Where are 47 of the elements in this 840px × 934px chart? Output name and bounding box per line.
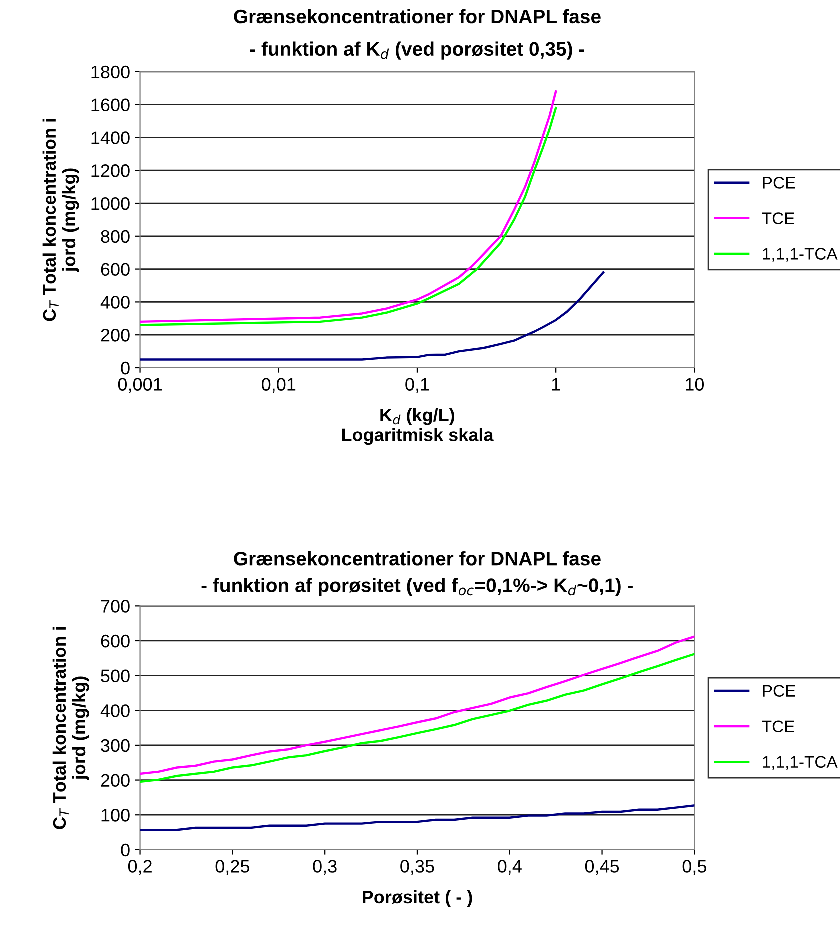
y-tick-label: 600 — [101, 634, 130, 648]
chart-subtitle: - funktion af porøsitet (ved f$_{oc}$=0,1%-> K$_{d}$~0,1) - — [202, 578, 633, 596]
x-tick-label: 0,5 — [682, 860, 706, 876]
x-tick-label: 0,45 — [585, 860, 620, 876]
legend-label: 1,1,1-TCA — [763, 756, 838, 770]
x-tick-label: 1 — [552, 378, 560, 391]
y-tick-label: 0 — [121, 362, 130, 375]
x-tick-label: 0,1 — [406, 378, 430, 394]
x-tick-label: 0,25 — [216, 860, 250, 876]
line-series — [140, 804, 695, 832]
x-tick-label: 0,35 — [400, 860, 434, 876]
y-tick-label: 800 — [101, 230, 130, 244]
y-tick-label: 700 — [101, 600, 130, 613]
legend-label: TCE — [762, 720, 795, 733]
x-tick-label: 0,2 — [128, 860, 152, 876]
y-tick-label: 400 — [100, 296, 130, 309]
y-tick-label: 400 — [100, 704, 130, 718]
legend-label: 1,1,1-TCA — [763, 248, 838, 262]
y-tick-label: 1600 — [92, 98, 130, 112]
y-tick-label: 200 — [101, 774, 130, 788]
y-tick-label: 1000 — [92, 197, 130, 210]
chart-title: Grænsekoncentrationer for DNAPL fase — [234, 551, 601, 566]
y-tick-label: 200 — [101, 329, 130, 342]
x-tick-label: 0,4 — [498, 860, 522, 876]
chart-title: Grænsekoncentrationer for DNAPL fase — [234, 9, 601, 24]
line-series — [140, 636, 695, 776]
y-tick-label: 0 — [121, 844, 130, 857]
y-axis-title: C$_{T}$ Total koncentration i jord (mg/kg) — [52, 627, 90, 830]
line-series — [140, 653, 695, 784]
x-axis-title: Porøsitet ( - ) — [363, 890, 472, 908]
legend-label: PCE — [763, 177, 796, 189]
y-tick-label: 500 — [101, 670, 130, 683]
x-tick-label: 0,001 — [118, 378, 162, 394]
x-axis-title: K$_{d}$ (kg/L) Logaritmisk skala — [342, 408, 494, 446]
legend-label: PCE — [763, 685, 796, 697]
y-axis-title: C$_{T}$ Total koncentration i jord (mg/kg) — [42, 119, 80, 322]
y-tick-label: 300 — [101, 739, 130, 752]
y-tick-label: 600 — [101, 263, 130, 276]
y-tick-label: 100 — [102, 809, 130, 822]
x-tick-label: 0,3 — [313, 860, 337, 876]
y-tick-label: 1200 — [92, 164, 130, 178]
x-tick-label: 0,01 — [262, 378, 296, 394]
x-tick-label: 10 — [686, 378, 704, 391]
y-tick-label: 1800 — [92, 66, 130, 79]
legend-label: TCE — [762, 212, 795, 224]
chart-subtitle: - funktion af K$_{d}$ (ved porøsitet 0,35) - — [250, 42, 584, 60]
y-tick-label: 1400 — [92, 132, 130, 144]
